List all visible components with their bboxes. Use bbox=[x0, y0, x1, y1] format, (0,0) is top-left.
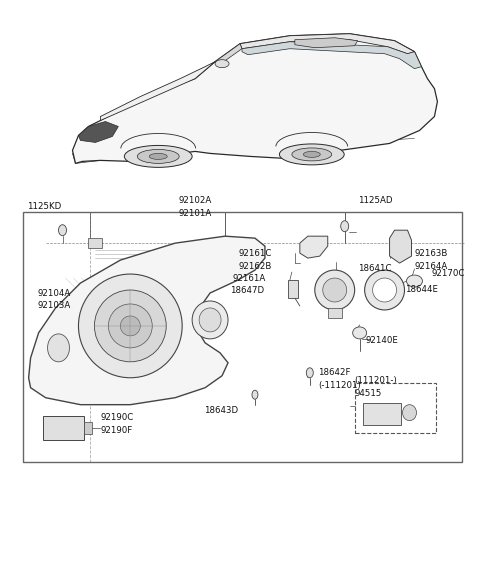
Circle shape bbox=[323, 278, 347, 302]
Circle shape bbox=[95, 290, 166, 362]
Polygon shape bbox=[295, 38, 358, 48]
Ellipse shape bbox=[403, 405, 417, 420]
Bar bbox=[43, 416, 84, 440]
Ellipse shape bbox=[59, 225, 67, 236]
Bar bbox=[84, 422, 93, 433]
Text: 18641C: 18641C bbox=[358, 263, 391, 273]
Ellipse shape bbox=[149, 153, 167, 159]
Polygon shape bbox=[300, 236, 328, 258]
Text: (111201-): (111201-) bbox=[355, 376, 397, 385]
Bar bbox=[288, 280, 298, 298]
Bar bbox=[355, 383, 436, 433]
Bar bbox=[88, 238, 102, 248]
Bar bbox=[328, 308, 342, 318]
Ellipse shape bbox=[303, 152, 320, 158]
Ellipse shape bbox=[341, 220, 348, 232]
Polygon shape bbox=[215, 44, 242, 66]
Text: 92162B: 92162B bbox=[238, 262, 271, 270]
Circle shape bbox=[120, 316, 140, 336]
Polygon shape bbox=[240, 34, 415, 54]
Ellipse shape bbox=[137, 149, 179, 163]
Text: 92161A: 92161A bbox=[232, 273, 265, 283]
Ellipse shape bbox=[199, 308, 221, 332]
Circle shape bbox=[372, 278, 396, 302]
Ellipse shape bbox=[292, 148, 332, 161]
Text: 92104A: 92104A bbox=[37, 289, 71, 298]
Text: 18642F: 18642F bbox=[318, 368, 350, 377]
Text: 92190F: 92190F bbox=[100, 426, 132, 435]
Ellipse shape bbox=[353, 327, 367, 339]
Bar bbox=[23, 212, 462, 462]
Text: 92163B: 92163B bbox=[415, 249, 448, 258]
Polygon shape bbox=[100, 62, 215, 121]
Text: 92102A: 92102A bbox=[178, 196, 211, 205]
Text: 1125KD: 1125KD bbox=[26, 202, 61, 211]
Text: 92103A: 92103A bbox=[37, 302, 71, 310]
Ellipse shape bbox=[252, 390, 258, 399]
Text: 18644E: 18644E bbox=[405, 285, 438, 293]
Ellipse shape bbox=[192, 301, 228, 339]
Circle shape bbox=[108, 304, 152, 348]
Text: 18643D: 18643D bbox=[204, 406, 238, 415]
Polygon shape bbox=[242, 42, 421, 69]
Text: 92101A: 92101A bbox=[178, 209, 211, 218]
Text: 18647D: 18647D bbox=[230, 286, 264, 295]
Text: 94515: 94515 bbox=[355, 389, 382, 398]
Polygon shape bbox=[390, 230, 411, 263]
Polygon shape bbox=[78, 122, 119, 142]
Text: (-111201): (-111201) bbox=[318, 381, 360, 390]
Polygon shape bbox=[29, 236, 265, 405]
Text: 92161C: 92161C bbox=[238, 249, 271, 258]
Ellipse shape bbox=[279, 144, 344, 165]
Ellipse shape bbox=[407, 275, 422, 287]
Text: 1125AD: 1125AD bbox=[358, 196, 392, 205]
Polygon shape bbox=[72, 34, 437, 163]
Text: 92190C: 92190C bbox=[100, 413, 133, 422]
Ellipse shape bbox=[215, 59, 229, 68]
Ellipse shape bbox=[306, 368, 313, 377]
Circle shape bbox=[78, 274, 182, 377]
Text: 92164A: 92164A bbox=[415, 262, 448, 270]
Ellipse shape bbox=[124, 145, 192, 168]
Circle shape bbox=[315, 270, 355, 310]
Circle shape bbox=[365, 270, 405, 310]
Bar bbox=[363, 403, 400, 425]
Text: 92140E: 92140E bbox=[366, 336, 398, 345]
Ellipse shape bbox=[48, 334, 70, 362]
Text: 92170C: 92170C bbox=[432, 269, 465, 278]
